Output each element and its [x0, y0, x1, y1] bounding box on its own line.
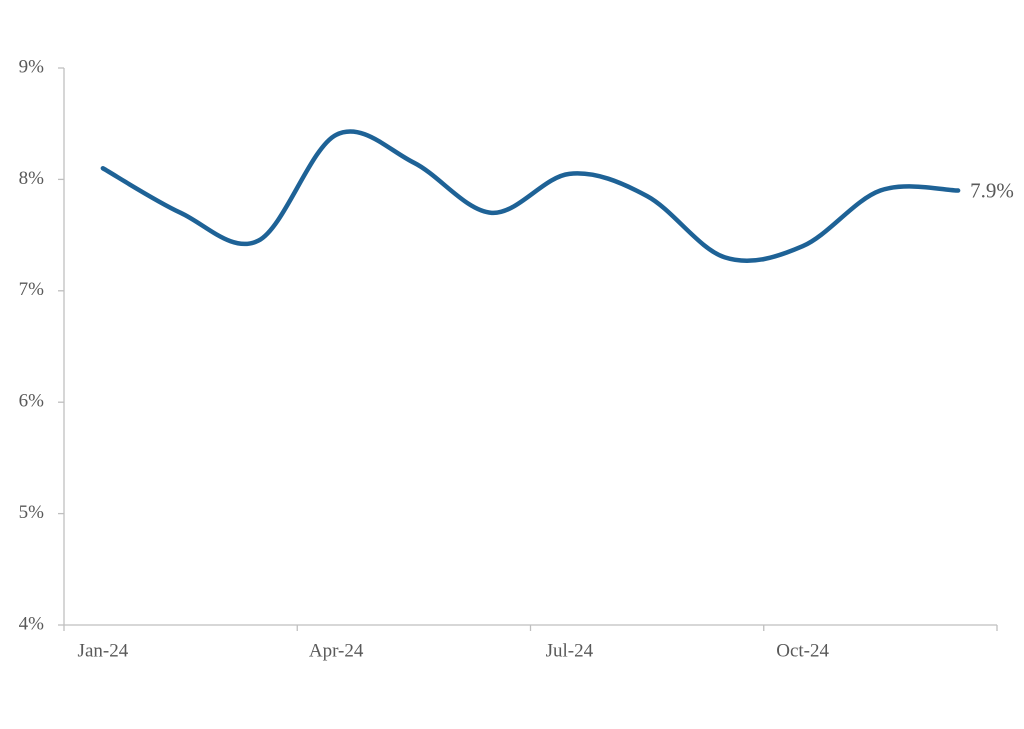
- x-tick-label: Jan-24: [78, 640, 129, 661]
- y-tick-label: 6%: [19, 391, 45, 412]
- y-tick-label: 9%: [19, 56, 45, 77]
- x-tick-label: Oct-24: [776, 640, 829, 661]
- x-tick-label: Jul-24: [546, 640, 594, 661]
- x-tick-label: Apr-24: [309, 640, 364, 661]
- y-tick-label: 7%: [19, 279, 45, 300]
- y-tick-label: 4%: [19, 613, 45, 634]
- y-tick-label: 5%: [19, 502, 45, 523]
- y-tick-label: 8%: [19, 168, 45, 189]
- line: [100, 129, 961, 264]
- data-label: 7.9%: [970, 178, 1014, 202]
